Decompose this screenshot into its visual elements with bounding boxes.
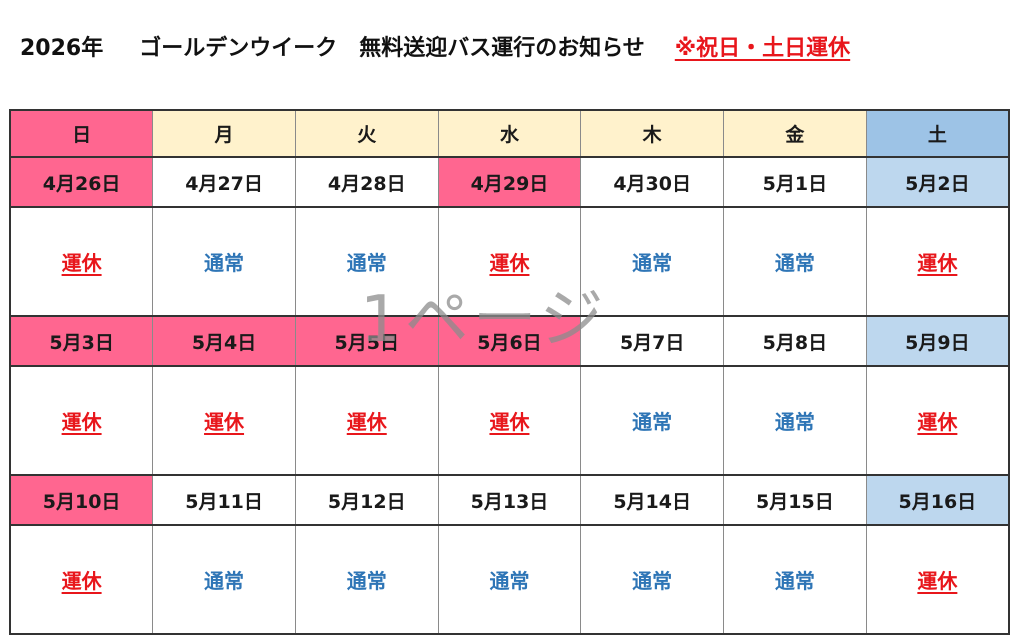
date-cell: 5月13日 — [437, 474, 582, 526]
status-label: 運休 — [489, 251, 530, 275]
date-row-week-3: 5月10日 5月11日 5月12日 5月13日 5月14日 5月15日 5月16… — [9, 474, 1010, 526]
date-cell: 5月4日 — [152, 315, 296, 367]
status-label: 運休 — [61, 410, 102, 434]
status-cell: 通常 — [294, 524, 439, 635]
status-cell: 通常 — [723, 206, 867, 317]
weekday-mon: 月 — [152, 109, 296, 158]
date-cell: 5月16日 — [865, 474, 1010, 526]
date-cell: 5月7日 — [580, 315, 725, 367]
status-label: 通常 — [632, 569, 673, 593]
date-row-week-2: 5月3日 5月4日 5月5日 5月6日 5月7日 5月8日 5月9日 — [9, 315, 1010, 367]
date-cell: 5月3日 — [9, 315, 154, 367]
status-label: 通常 — [774, 251, 815, 275]
date-cell: 4月29日 — [437, 156, 582, 208]
status-cell: 通常 — [152, 524, 296, 635]
title-main: ゴールデンウイーク 無料送迎バス運行のお知らせ — [139, 36, 645, 61]
status-label: 通常 — [774, 410, 815, 434]
status-label: 通常 — [204, 251, 245, 275]
status-label: 通常 — [489, 569, 530, 593]
status-cell: 通常 — [580, 365, 725, 476]
weekday-wed: 水 — [437, 109, 582, 158]
status-row-week-1: 運休 通常 通常 運休 通常 通常 運休 — [9, 206, 1010, 317]
date-cell: 5月10日 — [9, 474, 154, 526]
date-cell: 4月30日 — [580, 156, 725, 208]
date-cell: 5月15日 — [723, 474, 867, 526]
date-cell: 5月5日 — [294, 315, 439, 367]
date-cell: 5月12日 — [294, 474, 439, 526]
status-label: 運休 — [204, 410, 245, 434]
status-label: 通常 — [346, 569, 387, 593]
status-cell: 運休 — [865, 206, 1010, 317]
date-cell: 5月9日 — [865, 315, 1010, 367]
status-row-week-2: 運休 運休 運休 運休 通常 通常 運休 — [9, 365, 1010, 476]
status-label: 通常 — [632, 251, 673, 275]
status-cell: 通常 — [294, 206, 439, 317]
status-label: 運休 — [917, 569, 958, 593]
status-label: 運休 — [489, 410, 530, 434]
date-cell: 5月1日 — [723, 156, 867, 208]
weekday-sun: 日 — [9, 109, 154, 158]
date-cell: 4月28日 — [294, 156, 439, 208]
status-label: 通常 — [204, 569, 245, 593]
page-title: 2026年 ゴールデンウイーク 無料送迎バス運行のお知らせ ※祝日・土日運休 — [20, 26, 850, 66]
status-label: 通常 — [346, 251, 387, 275]
date-row-week-1: 4月26日 4月27日 4月28日 4月29日 4月30日 5月1日 5月2日 — [9, 156, 1010, 208]
weekday-tue: 火 — [294, 109, 439, 158]
status-cell: 運休 — [437, 365, 582, 476]
status-cell: 通常 — [152, 206, 296, 317]
date-cell: 5月8日 — [723, 315, 867, 367]
date-cell: 5月6日 — [437, 315, 582, 367]
date-cell: 5月14日 — [580, 474, 725, 526]
weekday-fri: 金 — [723, 109, 867, 158]
status-cell: 通常 — [437, 524, 582, 635]
closure-note: ※祝日・土日運休 — [674, 36, 851, 61]
schedule-calendar: 日 月 火 水 木 金 土 4月26日 4月27日 4月28日 4月29日 4月… — [9, 109, 1010, 635]
status-cell: 通常 — [580, 206, 725, 317]
status-cell: 通常 — [723, 524, 867, 635]
status-label: 通常 — [774, 569, 815, 593]
status-row-week-3: 運休 通常 通常 通常 通常 通常 運休 — [9, 524, 1010, 635]
status-cell: 運休 — [865, 524, 1010, 635]
weekday-sat: 土 — [865, 109, 1010, 158]
date-cell: 4月26日 — [9, 156, 154, 208]
status-label: 通常 — [632, 410, 673, 434]
weekday-thu: 木 — [580, 109, 725, 158]
status-label: 運休 — [61, 251, 102, 275]
status-cell: 運休 — [9, 206, 154, 317]
status-cell: 通常 — [723, 365, 867, 476]
weekday-header-row: 日 月 火 水 木 金 土 — [9, 109, 1010, 158]
status-label: 運休 — [917, 410, 958, 434]
status-cell: 運休 — [9, 365, 154, 476]
status-label: 運休 — [917, 251, 958, 275]
status-label: 運休 — [346, 410, 387, 434]
date-cell: 4月27日 — [152, 156, 296, 208]
date-cell: 5月2日 — [865, 156, 1010, 208]
status-cell: 通常 — [580, 524, 725, 635]
status-cell: 運休 — [865, 365, 1010, 476]
status-cell: 運休 — [9, 524, 154, 635]
status-cell: 運休 — [294, 365, 439, 476]
status-label: 運休 — [61, 569, 102, 593]
status-cell: 運休 — [437, 206, 582, 317]
title-year: 2026年 — [20, 36, 104, 61]
status-cell: 運休 — [152, 365, 296, 476]
date-cell: 5月11日 — [152, 474, 296, 526]
